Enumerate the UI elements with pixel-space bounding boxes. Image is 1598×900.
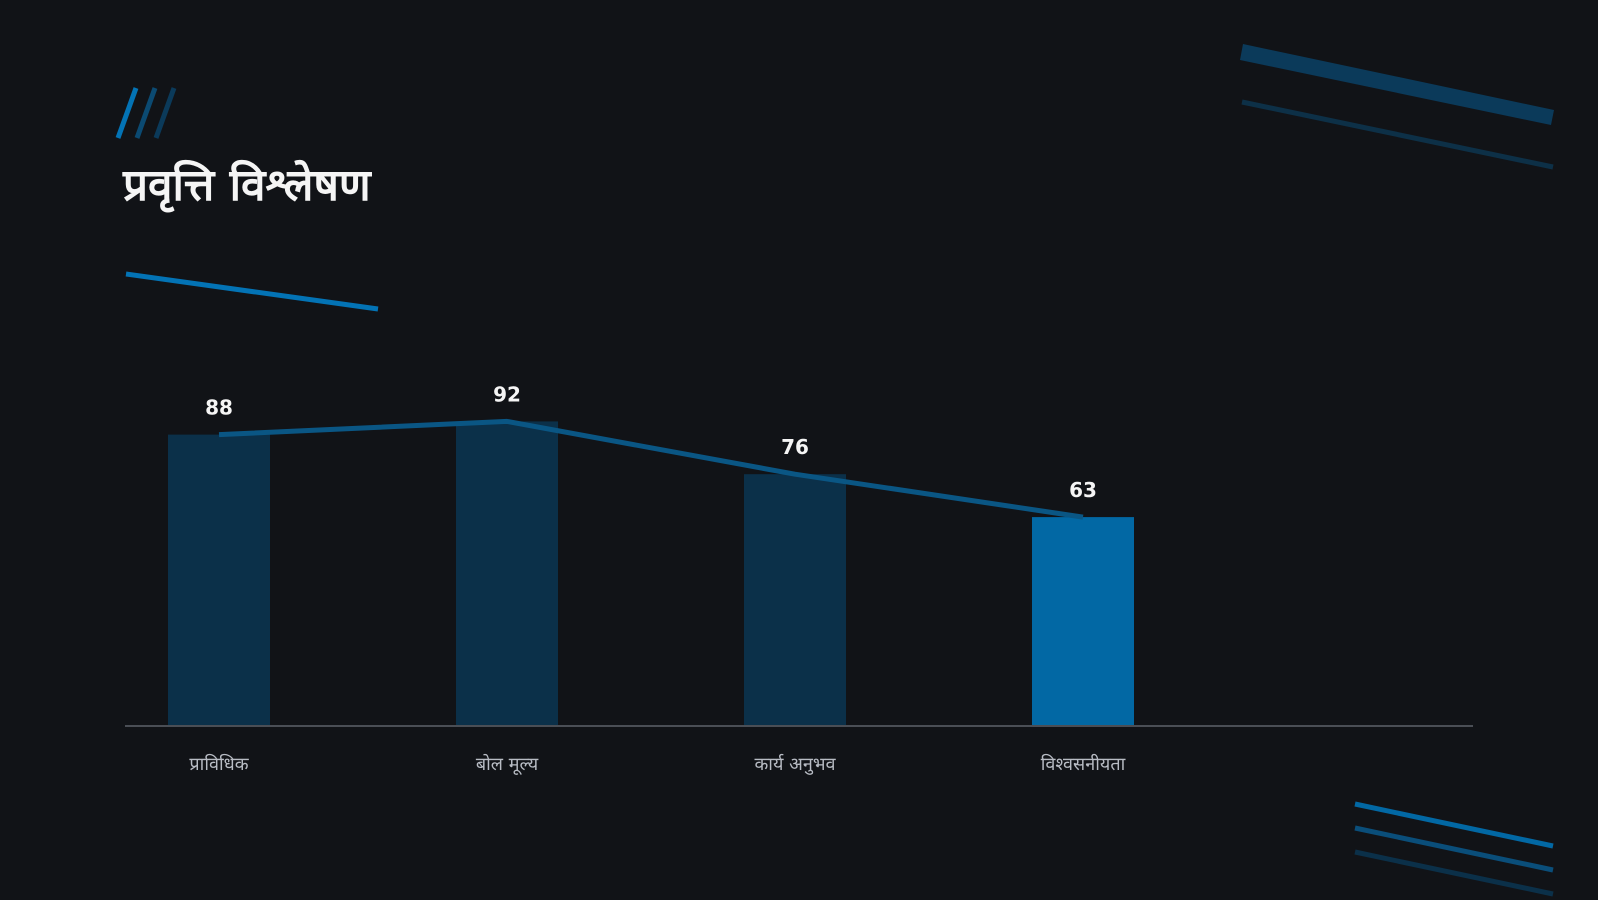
category-labels-group: प्राविधिक बोल मूल्य कार्य अनुभव विश्वसनीयता: [189, 753, 1125, 775]
bar-2: [456, 421, 558, 725]
value-label-3: 76: [781, 435, 809, 459]
value-label-2: 92: [493, 382, 521, 406]
title-underline-accent: [125, 271, 379, 312]
title-slash-marks: [115, 87, 177, 139]
category-label-3: कार्य अनुभव: [754, 753, 836, 775]
category-label-2: बोल मूल्य: [476, 753, 539, 775]
value-label-1: 88: [205, 396, 233, 420]
bars-group: [168, 421, 1134, 725]
trend-line: [218, 418, 1084, 520]
bottom-right-stripes: [1354, 801, 1554, 897]
value-label-4: 63: [1069, 478, 1097, 502]
bar-3: [744, 474, 846, 725]
value-labels-group: 88 92 76 63: [205, 382, 1097, 502]
top-right-stripes: [1240, 44, 1554, 170]
bar-1: [168, 434, 270, 725]
category-label-1: प्राविधिक: [189, 753, 249, 775]
bar-4: [1032, 517, 1134, 725]
category-label-4: विश्वसनीयता: [1041, 753, 1126, 775]
page-title: प्रवृत्ति विश्लेषण: [123, 160, 371, 211]
